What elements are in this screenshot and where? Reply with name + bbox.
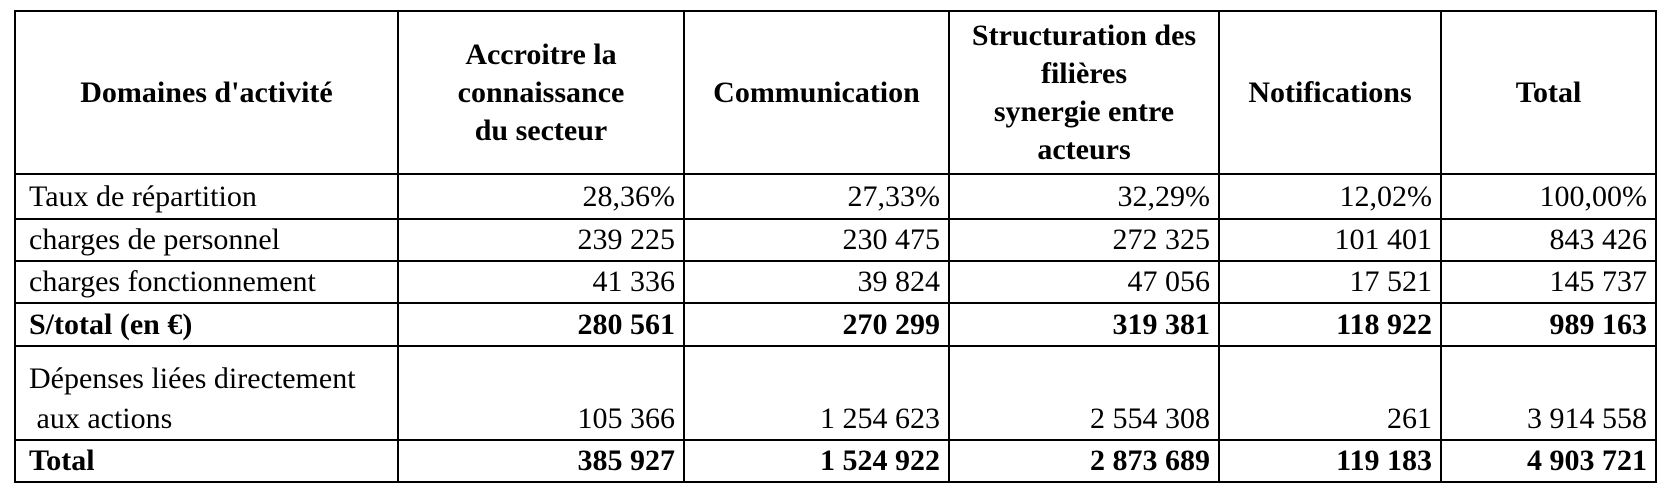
row-label: Dépenses liées directement aux actions <box>14 345 399 441</box>
col-header-accroitre-connaissance: Accroitre la connaissance du secteur <box>397 10 685 175</box>
row-label: Total <box>14 439 399 483</box>
table-row-taux-de-repartition: Taux de répartition 28,36% 27,33% 32,29%… <box>14 173 1657 220</box>
col-header-domaines-activite: Domaines d'activité <box>14 10 399 175</box>
cell-value: 100,00% <box>1440 173 1657 220</box>
cell-value: 843 426 <box>1440 218 1657 262</box>
cell-value: 1 524 922 <box>683 439 950 483</box>
cell-value: 101 401 <box>1218 218 1442 262</box>
cell-value: 280 561 <box>397 302 685 347</box>
table-row-charges-de-personnel: charges de personnel 239 225 230 475 272… <box>14 218 1657 262</box>
cell-value: 39 824 <box>683 260 950 304</box>
table-row-s-total: S/total (en €) 280 561 270 299 319 381 1… <box>14 302 1657 347</box>
cell-value: 230 475 <box>683 218 950 262</box>
cell-value: 118 922 <box>1218 302 1442 347</box>
cell-value: 27,33% <box>683 173 950 220</box>
table-row-depenses-liees-actions: Dépenses liées directement aux actions 1… <box>14 345 1657 441</box>
col-header-structuration-filieres: Structuration des filières synergie entr… <box>948 10 1220 175</box>
cell-value: 3 914 558 <box>1440 345 1657 441</box>
cell-value: 12,02% <box>1218 173 1442 220</box>
row-label: Taux de répartition <box>14 173 399 220</box>
cell-value: 385 927 <box>397 439 685 483</box>
table-row-total: Total 385 927 1 524 922 2 873 689 119 18… <box>14 439 1657 483</box>
col-header-communication: Communication <box>683 10 950 175</box>
cell-value: 41 336 <box>397 260 685 304</box>
cell-value: 319 381 <box>948 302 1220 347</box>
cell-value: 17 521 <box>1218 260 1442 304</box>
table-row-charges-fonctionnement: charges fonctionnement 41 336 39 824 47 … <box>14 260 1657 304</box>
budget-table: Domaines d'activité Accroitre la connais… <box>14 10 1657 483</box>
cell-value: 119 183 <box>1218 439 1442 483</box>
cell-value: 270 299 <box>683 302 950 347</box>
cell-value: 272 325 <box>948 218 1220 262</box>
row-label: charges fonctionnement <box>14 260 399 304</box>
cell-value: 105 366 <box>397 345 685 441</box>
cell-value: 28,36% <box>397 173 685 220</box>
cell-value: 2 873 689 <box>948 439 1220 483</box>
col-header-total: Total <box>1440 10 1657 175</box>
row-label: S/total (en €) <box>14 302 399 347</box>
row-label: charges de personnel <box>14 218 399 262</box>
cell-value: 4 903 721 <box>1440 439 1657 483</box>
col-header-notifications: Notifications <box>1218 10 1442 175</box>
cell-value: 32,29% <box>948 173 1220 220</box>
cell-value: 989 163 <box>1440 302 1657 347</box>
cell-value: 47 056 <box>948 260 1220 304</box>
cell-value: 145 737 <box>1440 260 1657 304</box>
header-row: Domaines d'activité Accroitre la connais… <box>14 10 1657 175</box>
cell-value: 261 <box>1218 345 1442 441</box>
cell-value: 1 254 623 <box>683 345 950 441</box>
cell-value: 239 225 <box>397 218 685 262</box>
cell-value: 2 554 308 <box>948 345 1220 441</box>
